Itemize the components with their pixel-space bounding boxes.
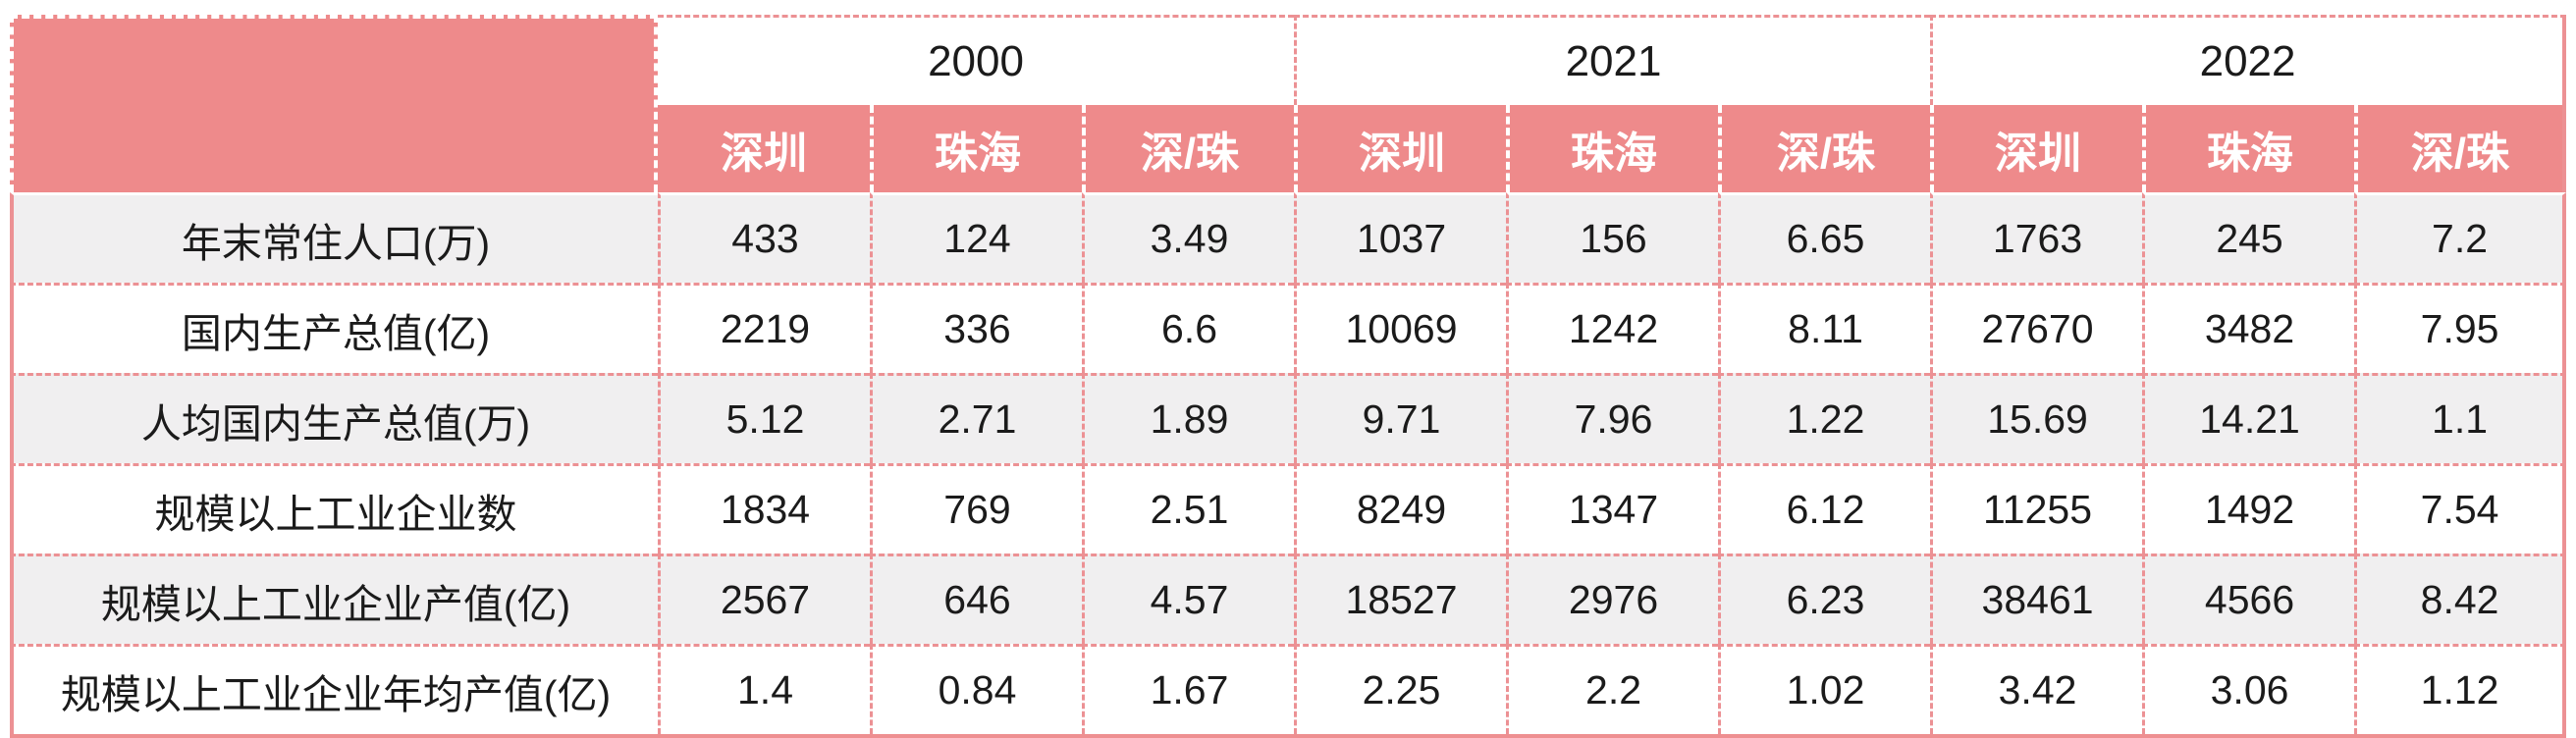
value-cell: 3.49: [1082, 192, 1295, 283]
table-row: 人均国内生产总值(万) 5.12 2.71 1.89 9.71 7.96 1.22 15.69…: [10, 373, 2567, 463]
value-cell: 2976: [1506, 554, 1719, 644]
value-cell: 2219: [658, 283, 870, 373]
value-cell: 3.42: [1930, 644, 2143, 734]
table-screenshot: 2000 2021 2022 深圳 珠海 深/珠 深圳 珠海 深/珠 深圳 珠海…: [0, 15, 2576, 738]
value-cell: 10069: [1294, 283, 1507, 373]
value-cell: 2567: [658, 554, 870, 644]
city-header-cell: 深圳: [1930, 105, 2143, 192]
city-header-cell: 深/珠: [1082, 105, 1295, 192]
city-header-cell: 深圳: [1294, 105, 1507, 192]
city-header-cell: 深/珠: [1718, 105, 1931, 192]
value-cell: 7.96: [1506, 373, 1719, 463]
city-header-cell: 深圳: [658, 105, 870, 192]
city-header-cell: 深/珠: [2354, 105, 2567, 192]
value-cell: 1.02: [1718, 644, 1931, 734]
row-label-cell: 国内生产总值(亿): [10, 283, 658, 373]
value-cell: 1.4: [658, 644, 870, 734]
year-header-2000: 2000: [658, 15, 1295, 105]
value-cell: 18527: [1294, 554, 1507, 644]
value-cell: 15.69: [1930, 373, 2143, 463]
year-header-2021: 2021: [1294, 15, 1931, 105]
value-cell: 1.12: [2354, 644, 2567, 734]
value-cell: 8.42: [2354, 554, 2567, 644]
value-cell: 7.2: [2354, 192, 2567, 283]
city-header-cell: 珠海: [2142, 105, 2355, 192]
value-cell: 3482: [2142, 283, 2355, 373]
city-header-cell: 珠海: [1506, 105, 1719, 192]
table-row: 规模以上工业企业产值(亿) 2567 646 4.57 18527 2976 6.23 384…: [10, 554, 2567, 644]
value-cell: 1037: [1294, 192, 1507, 283]
value-cell: 4.57: [1082, 554, 1295, 644]
city-header-row: 深圳 珠海 深/珠 深圳 珠海 深/珠 深圳 珠海 深/珠: [10, 105, 2567, 192]
value-cell: 1834: [658, 463, 870, 554]
value-cell: 6.12: [1718, 463, 1931, 554]
value-cell: 156: [1506, 192, 1719, 283]
table-row: 规模以上工业企业数 1834 769 2.51 8249 1347 6.12 11255 149…: [10, 463, 2567, 554]
row-label-cell: 规模以上工业企业年均产值(亿): [10, 644, 658, 734]
table-row: 国内生产总值(亿) 2219 336 6.6 10069 1242 8.11 27670 348…: [10, 283, 2567, 373]
value-cell: 4566: [2142, 554, 2355, 644]
value-cell: 7.95: [2354, 283, 2567, 373]
comparison-table: 2000 2021 2022 深圳 珠海 深/珠 深圳 珠海 深/珠 深圳 珠海…: [10, 15, 2567, 738]
value-cell: 7.54: [2354, 463, 2567, 554]
value-cell: 1347: [1506, 463, 1719, 554]
value-cell: 1492: [2142, 463, 2355, 554]
value-cell: 14.21: [2142, 373, 2355, 463]
value-cell: 1.22: [1718, 373, 1931, 463]
value-cell: 1.67: [1082, 644, 1295, 734]
city-header-cell: 珠海: [870, 105, 1082, 192]
value-cell: 38461: [1930, 554, 2143, 644]
value-cell: 336: [870, 283, 1082, 373]
value-cell: 8.11: [1718, 283, 1931, 373]
row-label-cell: 规模以上工业企业数: [10, 463, 658, 554]
value-cell: 646: [870, 554, 1082, 644]
value-cell: 433: [658, 192, 870, 283]
value-cell: 1763: [1930, 192, 2143, 283]
value-cell: 2.51: [1082, 463, 1295, 554]
row-label-cell: 规模以上工业企业产值(亿): [10, 554, 658, 644]
value-cell: 11255: [1930, 463, 2143, 554]
year-header-2022: 2022: [1930, 15, 2567, 105]
value-cell: 1242: [1506, 283, 1719, 373]
value-cell: 8249: [1294, 463, 1507, 554]
row-label-cell: 年末常住人口(万): [10, 192, 658, 283]
table-row: 规模以上工业企业年均产值(亿) 1.4 0.84 1.67 2.25 2.2 1.02 3.4…: [10, 644, 2567, 734]
table-body: 年末常住人口(万) 433 124 3.49 1037 156 6.65 1763 245 7.2…: [10, 192, 2567, 734]
corner-cell: [10, 15, 658, 192]
value-cell: 769: [870, 463, 1082, 554]
value-cell: 6.6: [1082, 283, 1295, 373]
value-cell: 2.25: [1294, 644, 1507, 734]
value-cell: 1.89: [1082, 373, 1295, 463]
value-cell: 1.1: [2354, 373, 2567, 463]
value-cell: 0.84: [870, 644, 1082, 734]
value-cell: 27670: [1930, 283, 2143, 373]
value-cell: 2.2: [1506, 644, 1719, 734]
value-cell: 6.23: [1718, 554, 1931, 644]
row-label-cell: 人均国内生产总值(万): [10, 373, 658, 463]
value-cell: 124: [870, 192, 1082, 283]
value-cell: 6.65: [1718, 192, 1931, 283]
table-row: 年末常住人口(万) 433 124 3.49 1037 156 6.65 1763 245 7.2: [10, 192, 2567, 283]
value-cell: 2.71: [870, 373, 1082, 463]
value-cell: 3.06: [2142, 644, 2355, 734]
year-header-row: 2000 2021 2022: [10, 15, 2567, 192]
value-cell: 245: [2142, 192, 2355, 283]
value-cell: 5.12: [658, 373, 870, 463]
value-cell: 9.71: [1294, 373, 1507, 463]
